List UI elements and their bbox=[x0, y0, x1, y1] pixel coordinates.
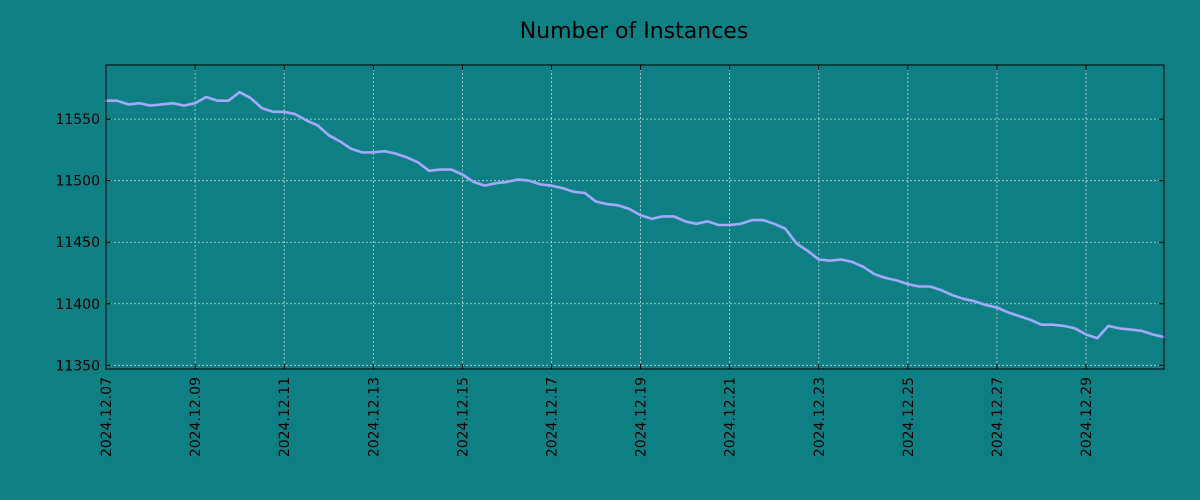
grid bbox=[105, 65, 1164, 369]
chart-title: Number of Instances bbox=[520, 19, 749, 44]
x-tick-label: 2024.12.27 bbox=[990, 377, 1006, 457]
y-tick-label: 11400 bbox=[55, 297, 100, 313]
x-tick-label: 2024.12.15 bbox=[455, 377, 471, 457]
x-tick-label: 2024.12.23 bbox=[812, 377, 828, 457]
x-tick-label: 2024.12.19 bbox=[634, 377, 650, 457]
x-tick-label: 2024.12.09 bbox=[188, 377, 204, 457]
x-tick-label: 2024.12.07 bbox=[99, 377, 115, 457]
y-tick-label: 11500 bbox=[55, 174, 100, 190]
x-tick-label: 2024.12.21 bbox=[723, 377, 739, 457]
x-tick-label: 2024.12.11 bbox=[277, 377, 293, 457]
y-tick-label: 11350 bbox=[55, 358, 100, 374]
y-tick-label: 11550 bbox=[55, 112, 100, 128]
plot-frame bbox=[105, 64, 1165, 370]
axis-ticks: 11350 11400 11450 11500 11550 2024.12.07 2024.… bbox=[55, 65, 1164, 457]
series-line-layer bbox=[104, 90, 1166, 340]
x-tick-label: 2024.12.17 bbox=[544, 377, 560, 457]
x-tick-label: 2024.12.29 bbox=[1079, 377, 1095, 457]
x-tick-label: 2024.12.13 bbox=[366, 377, 382, 457]
y-tick-label: 11450 bbox=[55, 235, 100, 251]
series-line-0 bbox=[104, 90, 1166, 340]
x-tick-label: 2024.12.25 bbox=[901, 377, 917, 457]
